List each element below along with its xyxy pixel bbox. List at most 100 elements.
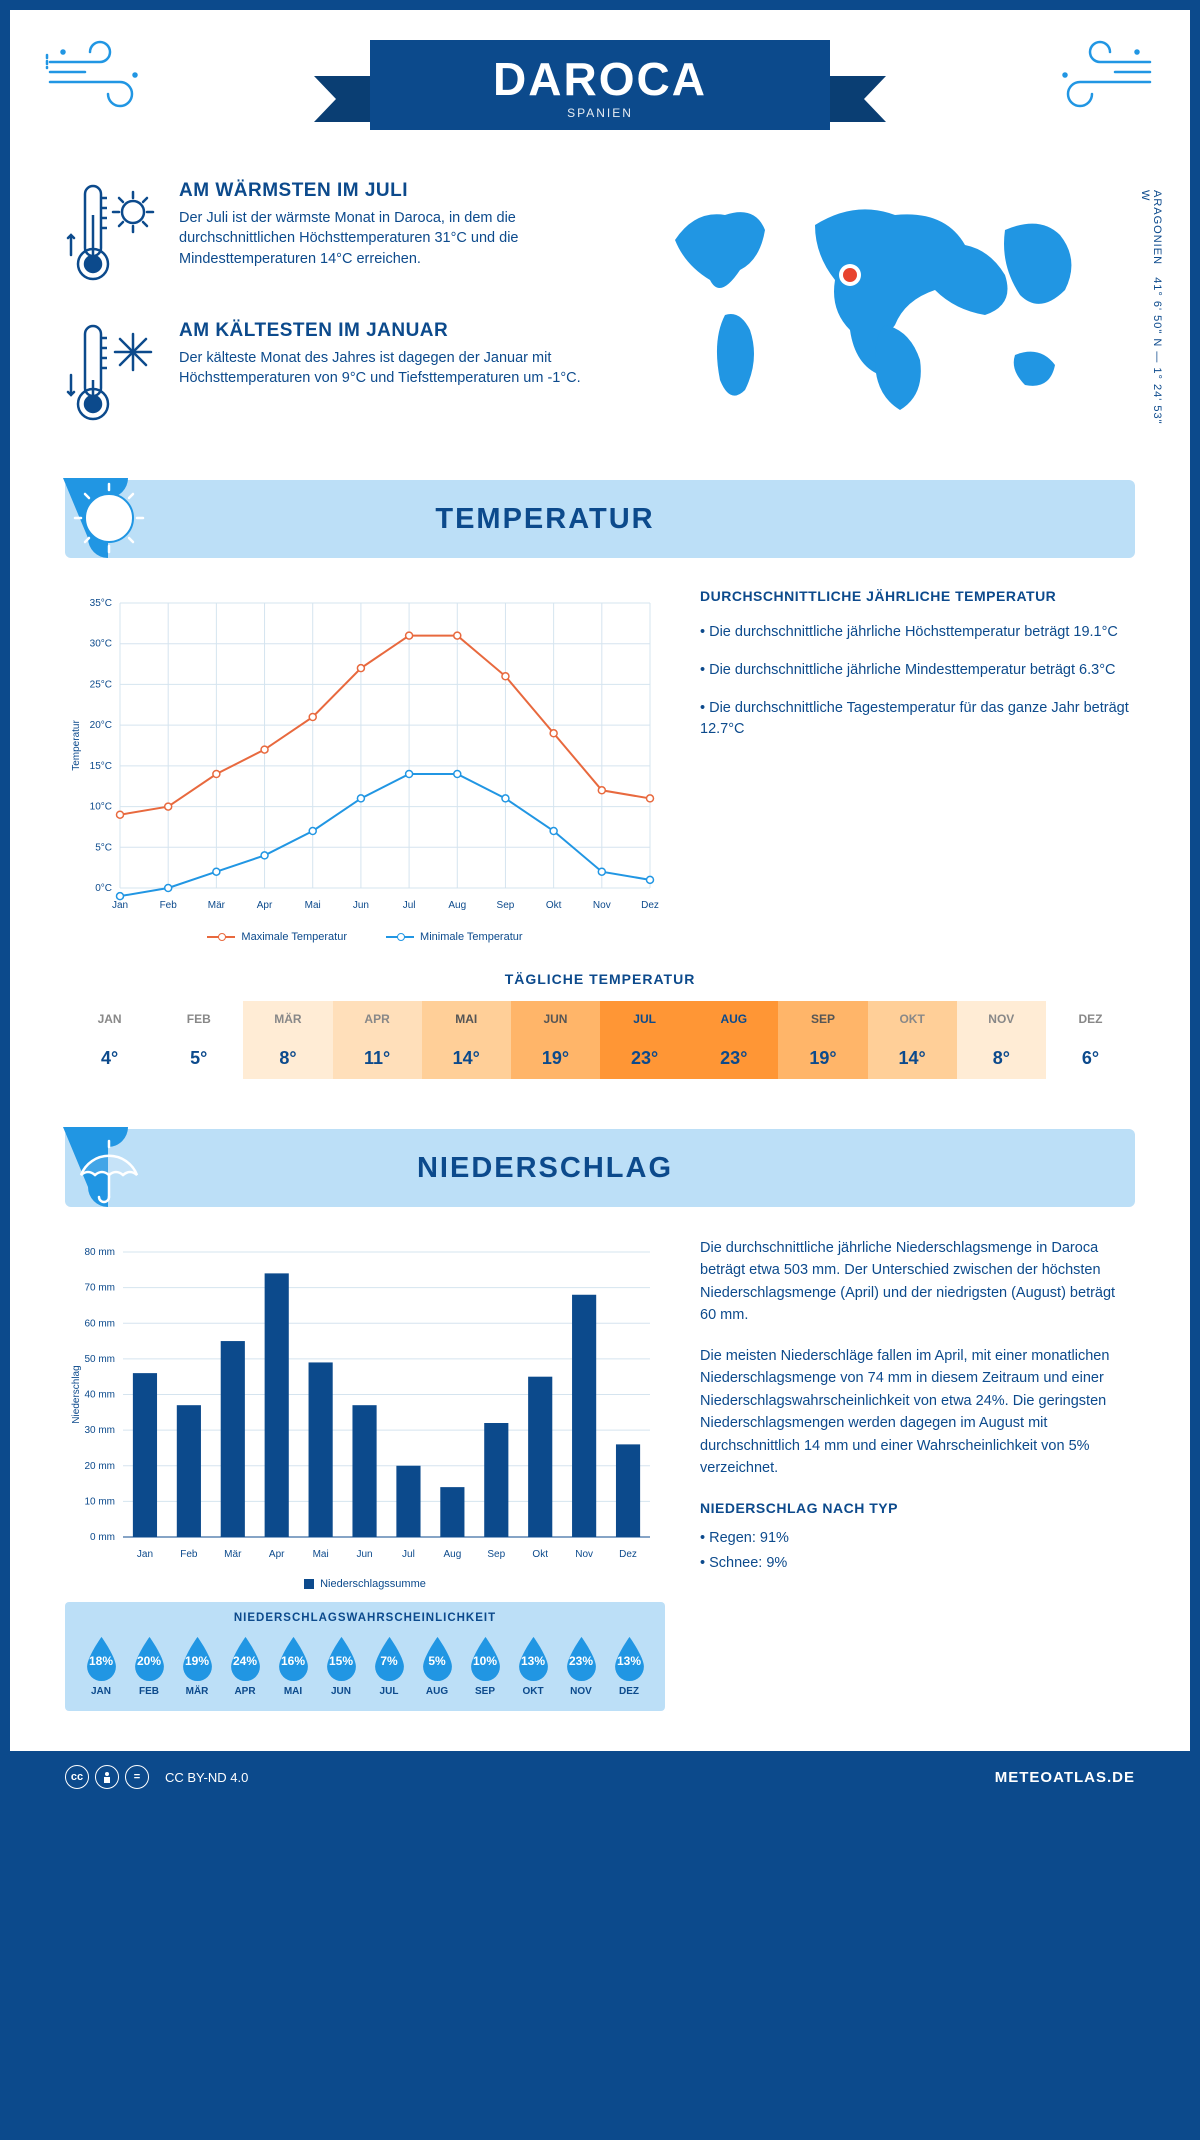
temperature-summary: DURCHSCHNITTLICHE JÄHRLICHE TEMPERATUR •… bbox=[700, 588, 1135, 943]
daily-temperature-table: JAN4°FEB5°MÄR8°APR11°MAI14°JUN19°JUL23°A… bbox=[65, 1001, 1135, 1079]
warmest-title: AM WÄRMSTEN IM JULI bbox=[179, 180, 615, 202]
svg-text:Jul: Jul bbox=[403, 900, 416, 911]
coordinates: ARAGONIEN 41° 6' 50" N — 1° 24' 53" W bbox=[1139, 190, 1163, 435]
legend-max-temp: Maximale Temperatur bbox=[207, 931, 347, 943]
page: DAROCA SPANIEN AM WÄRMSTEN IM JULI Der J… bbox=[10, 10, 1190, 1803]
temp-table-cell: SEP19° bbox=[778, 1001, 867, 1079]
section-title: NIEDERSCHLAG bbox=[65, 1152, 1025, 1185]
temp-table-cell: JAN4° bbox=[65, 1001, 154, 1079]
svg-text:Aug: Aug bbox=[443, 1549, 461, 1560]
footer: cc = CC BY-ND 4.0 METEOATLAS.DE bbox=[10, 1751, 1190, 1803]
precip-type-rain: • Regen: 91% bbox=[700, 1527, 1135, 1549]
cc-icon: cc bbox=[65, 1765, 89, 1789]
legend-precip: Niederschlagssumme bbox=[304, 1578, 426, 1590]
temp-table-cell: DEZ6° bbox=[1046, 1001, 1135, 1079]
coldest-title: AM KÄLTESTEN IM JANUAR bbox=[179, 320, 615, 342]
svg-text:60 mm: 60 mm bbox=[84, 1318, 115, 1329]
svg-text:10°C: 10°C bbox=[90, 802, 112, 813]
temp-bullet: • Die durchschnittliche jährliche Mindes… bbox=[700, 660, 1135, 682]
probability-drop: 15%JUN bbox=[317, 1634, 365, 1697]
license-text: CC BY-ND 4.0 bbox=[165, 1770, 248, 1785]
probability-drop: 23%NOV bbox=[557, 1634, 605, 1697]
svg-text:5°C: 5°C bbox=[95, 842, 112, 853]
svg-text:Nov: Nov bbox=[593, 900, 611, 911]
title-ribbon: DAROCA SPANIEN bbox=[370, 40, 830, 130]
by-icon bbox=[95, 1765, 119, 1789]
umbrella-icon bbox=[63, 1127, 159, 1222]
wind-icon bbox=[1045, 40, 1155, 125]
svg-text:30 mm: 30 mm bbox=[84, 1425, 115, 1436]
svg-text:35°C: 35°C bbox=[90, 598, 112, 609]
svg-text:Mär: Mär bbox=[208, 900, 226, 911]
probability-drop: 13%DEZ bbox=[605, 1634, 653, 1697]
temp-table-cell: JUN19° bbox=[511, 1001, 600, 1079]
svg-text:Mär: Mär bbox=[224, 1549, 242, 1560]
thermometer-hot-icon bbox=[65, 180, 157, 290]
world-map: ARAGONIEN 41° 6' 50" N — 1° 24' 53" W bbox=[635, 180, 1135, 435]
site-name: METEOATLAS.DE bbox=[995, 1769, 1135, 1786]
svg-text:Temperatur: Temperatur bbox=[71, 720, 82, 771]
precip-paragraph: Die durchschnittliche jährliche Niedersc… bbox=[700, 1237, 1135, 1327]
svg-text:Jan: Jan bbox=[137, 1549, 153, 1560]
svg-text:Mai: Mai bbox=[305, 900, 321, 911]
svg-text:25°C: 25°C bbox=[90, 679, 112, 690]
legend-min-temp: Minimale Temperatur bbox=[386, 931, 523, 943]
svg-text:0 mm: 0 mm bbox=[90, 1532, 115, 1543]
svg-text:Jun: Jun bbox=[356, 1549, 372, 1560]
probability-drop: 18%JAN bbox=[77, 1634, 125, 1697]
svg-text:Jan: Jan bbox=[112, 900, 128, 911]
svg-text:Feb: Feb bbox=[180, 1549, 198, 1560]
probability-drop: 10%SEP bbox=[461, 1634, 509, 1697]
top-info: AM WÄRMSTEN IM JULI Der Juli ist der wär… bbox=[65, 180, 1135, 460]
svg-text:Sep: Sep bbox=[487, 1549, 505, 1560]
temp-table-cell: NOV8° bbox=[957, 1001, 1046, 1079]
precipitation-bar-chart: 0 mm10 mm20 mm30 mm40 mm50 mm60 mm70 mm8… bbox=[65, 1237, 665, 1711]
section-title: TEMPERATUR bbox=[65, 503, 1025, 536]
header-banner: DAROCA SPANIEN bbox=[10, 10, 1190, 150]
warmest-fact: AM WÄRMSTEN IM JULI Der Juli ist der wär… bbox=[65, 180, 615, 290]
svg-text:50 mm: 50 mm bbox=[84, 1354, 115, 1365]
probability-drop: 24%APR bbox=[221, 1634, 269, 1697]
svg-text:Jul: Jul bbox=[402, 1549, 415, 1560]
prob-title: NIEDERSCHLAGSWAHRSCHEINLICHKEIT bbox=[77, 1612, 653, 1624]
svg-text:15°C: 15°C bbox=[90, 761, 112, 772]
temp-bullet: • Die durchschnittliche jährliche Höchst… bbox=[700, 622, 1135, 644]
svg-text:Mai: Mai bbox=[313, 1549, 329, 1560]
svg-text:Nov: Nov bbox=[575, 1549, 593, 1560]
svg-text:20°C: 20°C bbox=[90, 720, 112, 731]
section-header-temperature: TEMPERATUR bbox=[65, 480, 1135, 558]
svg-text:Niederschlag: Niederschlag bbox=[71, 1365, 82, 1423]
probability-drop: 19%MÄR bbox=[173, 1634, 221, 1697]
temp-table-cell: FEB5° bbox=[154, 1001, 243, 1079]
svg-text:Apr: Apr bbox=[257, 900, 273, 911]
svg-text:0°C: 0°C bbox=[95, 883, 112, 894]
svg-text:Sep: Sep bbox=[497, 900, 515, 911]
country-name: SPANIEN bbox=[370, 106, 830, 120]
daily-temp-title: TÄGLICHE TEMPERATUR bbox=[65, 971, 1135, 987]
temperature-line-chart: 0°C5°C10°C15°C20°C25°C30°C35°CJanFebMärA… bbox=[65, 588, 665, 943]
temp-table-cell: JUL23° bbox=[600, 1001, 689, 1079]
precip-type-heading: NIEDERSCHLAG NACH TYP bbox=[700, 1498, 1135, 1520]
svg-text:Jun: Jun bbox=[353, 900, 369, 911]
probability-drop: 20%FEB bbox=[125, 1634, 173, 1697]
section-header-precipitation: NIEDERSCHLAG bbox=[65, 1129, 1135, 1207]
nd-icon: = bbox=[125, 1765, 149, 1789]
city-name: DAROCA bbox=[370, 52, 830, 106]
svg-text:70 mm: 70 mm bbox=[84, 1283, 115, 1294]
svg-text:40 mm: 40 mm bbox=[84, 1390, 115, 1401]
license-block: cc = CC BY-ND 4.0 bbox=[65, 1765, 248, 1789]
probability-drop: 5%AUG bbox=[413, 1634, 461, 1697]
svg-text:Dez: Dez bbox=[641, 900, 659, 911]
precipitation-text: Die durchschnittliche jährliche Niedersc… bbox=[700, 1237, 1135, 1711]
probability-drop: 13%OKT bbox=[509, 1634, 557, 1697]
temp-desc-heading: DURCHSCHNITTLICHE JÄHRLICHE TEMPERATUR bbox=[700, 588, 1135, 604]
temp-bullet: • Die durchschnittliche Tagestemperatur … bbox=[700, 698, 1135, 742]
probability-drop: 7%JUL bbox=[365, 1634, 413, 1697]
sun-icon bbox=[63, 478, 159, 573]
svg-text:Okt: Okt bbox=[532, 1549, 548, 1560]
svg-text:Feb: Feb bbox=[160, 900, 178, 911]
temp-table-cell: APR11° bbox=[333, 1001, 422, 1079]
svg-text:Aug: Aug bbox=[448, 900, 466, 911]
wind-icon bbox=[45, 40, 155, 125]
probability-drop: 16%MAI bbox=[269, 1634, 317, 1697]
